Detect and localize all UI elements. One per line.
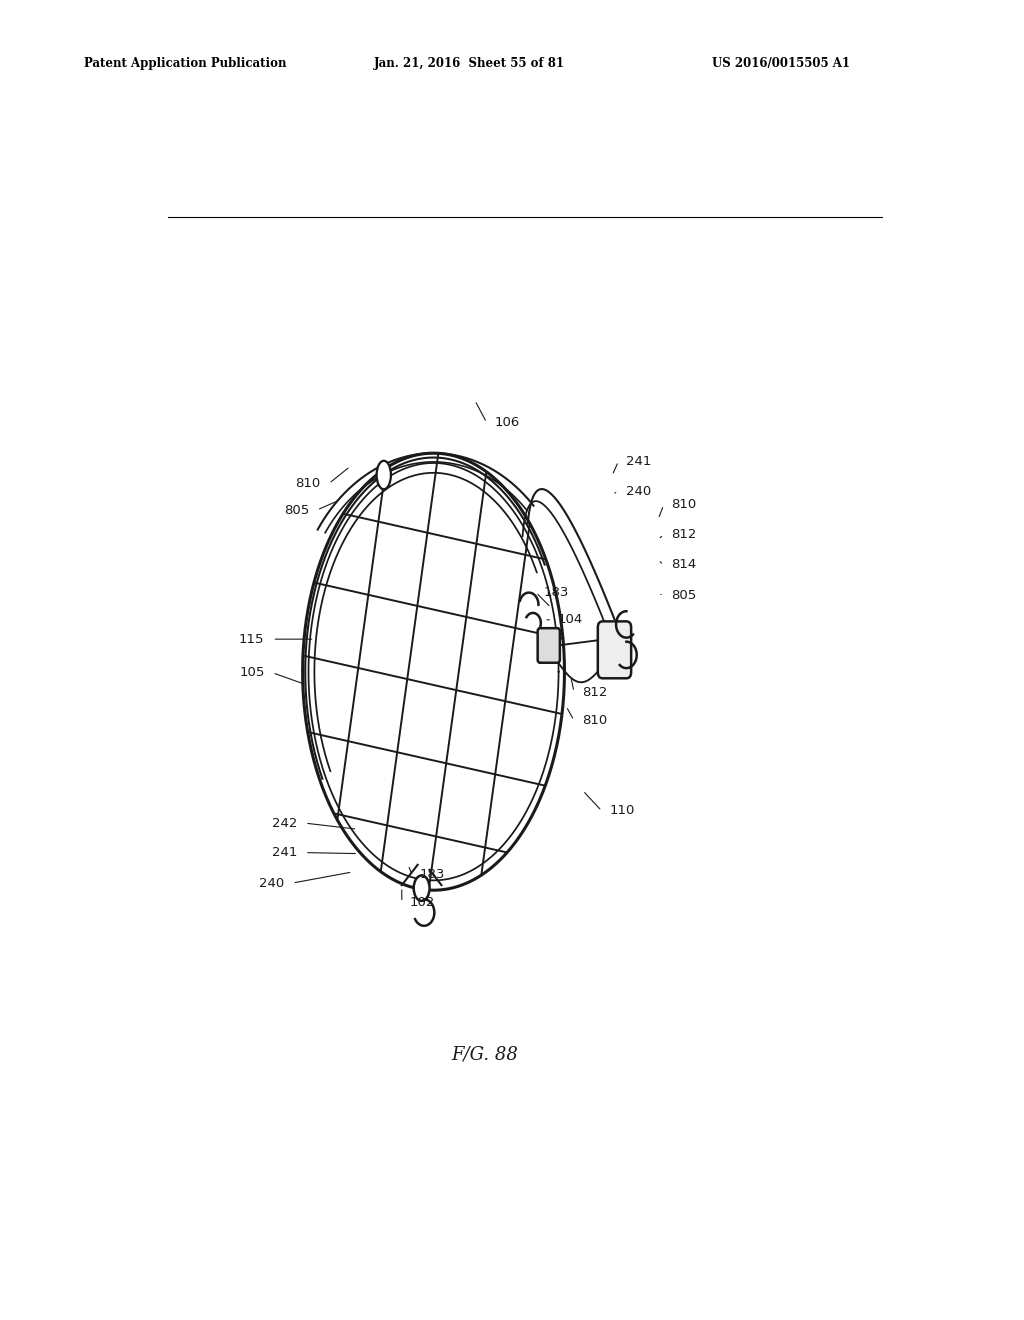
Text: 241: 241 bbox=[627, 455, 651, 467]
Text: 110: 110 bbox=[609, 804, 635, 817]
Text: 805: 805 bbox=[672, 589, 697, 602]
Text: 105: 105 bbox=[240, 667, 264, 680]
FancyBboxPatch shape bbox=[598, 622, 631, 678]
Text: 241: 241 bbox=[271, 846, 297, 859]
Text: 812: 812 bbox=[582, 685, 607, 698]
Ellipse shape bbox=[377, 461, 391, 490]
Text: 106: 106 bbox=[495, 416, 520, 429]
Text: 810: 810 bbox=[672, 499, 697, 511]
Text: Jan. 21, 2016  Sheet 55 of 81: Jan. 21, 2016 Sheet 55 of 81 bbox=[374, 58, 565, 70]
Text: Patent Application Publication: Patent Application Publication bbox=[84, 58, 287, 70]
Text: US 2016/0015505 A1: US 2016/0015505 A1 bbox=[712, 58, 850, 70]
Ellipse shape bbox=[414, 875, 430, 900]
Text: 805: 805 bbox=[284, 503, 309, 516]
Text: 115: 115 bbox=[239, 632, 264, 645]
Text: 812: 812 bbox=[672, 528, 697, 541]
Text: 240: 240 bbox=[259, 876, 285, 890]
Text: 242: 242 bbox=[271, 817, 297, 830]
Text: 102: 102 bbox=[410, 896, 435, 909]
Text: 183: 183 bbox=[420, 869, 445, 882]
Text: 104: 104 bbox=[557, 614, 583, 627]
Text: 814: 814 bbox=[672, 558, 697, 572]
FancyBboxPatch shape bbox=[538, 628, 560, 663]
Text: 240: 240 bbox=[627, 486, 651, 498]
Text: 183: 183 bbox=[544, 586, 569, 599]
Text: 810: 810 bbox=[296, 477, 321, 490]
Text: F/G. 88: F/G. 88 bbox=[452, 1045, 518, 1064]
Text: 810: 810 bbox=[582, 714, 607, 727]
